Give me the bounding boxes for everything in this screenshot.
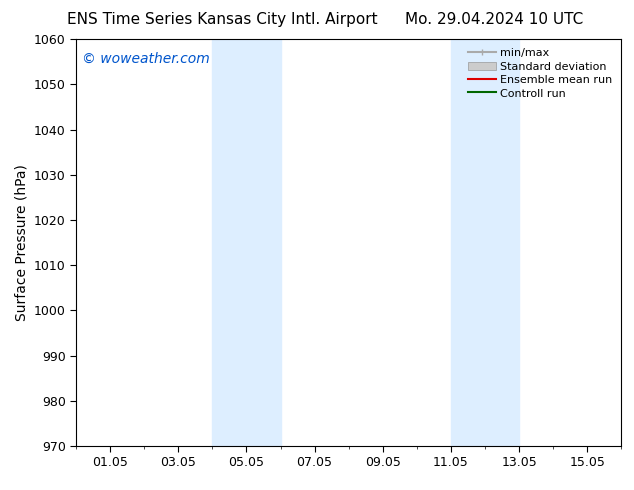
Legend: min/max, Standard deviation, Ensemble mean run, Controll run: min/max, Standard deviation, Ensemble me…	[465, 45, 616, 102]
Y-axis label: Surface Pressure (hPa): Surface Pressure (hPa)	[14, 164, 29, 321]
Text: © woweather.com: © woweather.com	[82, 51, 209, 65]
Text: ENS Time Series Kansas City Intl. Airport: ENS Time Series Kansas City Intl. Airpor…	[67, 12, 377, 27]
Text: Mo. 29.04.2024 10 UTC: Mo. 29.04.2024 10 UTC	[405, 12, 584, 27]
Bar	[212, 39, 280, 446]
Bar	[451, 39, 519, 446]
